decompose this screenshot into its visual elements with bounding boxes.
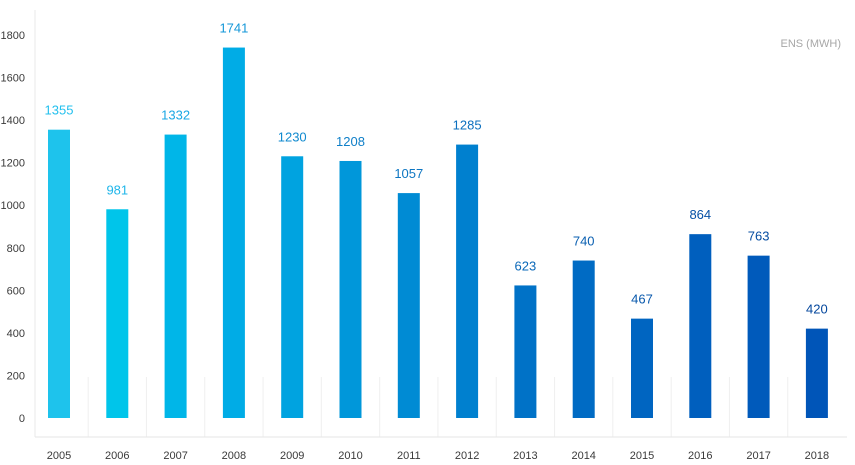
x-tick-label-2018: 2018 xyxy=(805,450,829,462)
value-label-2008: 1741 xyxy=(219,21,248,36)
value-label-2010: 1208 xyxy=(336,134,365,149)
value-labels: 1355 981 1332 1741 1230 1208 1057 1285 623 740 467… xyxy=(45,21,828,317)
bar-2018 xyxy=(805,328,828,418)
x-tick-label-2011: 2011 xyxy=(397,450,421,462)
bar-2010 xyxy=(339,160,362,418)
value-label-2016: 864 xyxy=(689,207,711,222)
value-label-2018: 420 xyxy=(806,302,828,317)
value-label-2006: 981 xyxy=(106,182,128,197)
bar-2007 xyxy=(164,134,187,418)
category-guides xyxy=(87,377,789,437)
value-label-2013: 623 xyxy=(515,258,537,273)
x-tick-label-2012: 2012 xyxy=(455,450,479,462)
y-tick-label: 0 xyxy=(19,413,25,425)
x-tick-label-2007: 2007 xyxy=(163,450,187,462)
x-tick-label-2005: 2005 xyxy=(47,450,71,462)
x-tick-label-2009: 2009 xyxy=(280,450,304,462)
value-label-2017: 763 xyxy=(748,229,770,244)
bar-2005 xyxy=(48,129,70,419)
value-label-2014: 740 xyxy=(573,234,595,249)
y-tick-label: 1400 xyxy=(1,115,25,127)
x-tick-label-2008: 2008 xyxy=(222,450,246,462)
y-tick-label: 1800 xyxy=(1,30,25,42)
x-tick-label-2013: 2013 xyxy=(513,450,537,462)
bar-2015 xyxy=(631,318,653,418)
y-axis: 0 200 400 600 800 1000 1200 1400 1600 1800 xyxy=(1,10,36,437)
y-tick-label: 200 xyxy=(7,370,25,382)
bar-series xyxy=(48,47,828,419)
y-tick-label: 800 xyxy=(7,243,25,255)
y-tick-label: 600 xyxy=(7,285,25,297)
bar-2011 xyxy=(397,193,420,418)
value-label-2015: 467 xyxy=(631,292,653,307)
bar-2008 xyxy=(222,47,245,418)
y-tick-label: 1000 xyxy=(1,200,25,212)
value-label-2005: 1355 xyxy=(45,103,74,118)
value-label-2009: 1230 xyxy=(278,129,307,144)
value-label-2011: 1057 xyxy=(394,166,423,181)
x-tick-label-2016: 2016 xyxy=(688,450,712,462)
bar-2009 xyxy=(281,156,304,419)
bar-2017 xyxy=(747,255,770,418)
bar-2006 xyxy=(106,209,129,418)
value-label-2012: 1285 xyxy=(453,118,482,133)
x-tick-label-2014: 2014 xyxy=(571,450,595,462)
x-tick-label-2010: 2010 xyxy=(338,450,362,462)
x-axis: 2005 2006 2007 2008 2009 2010 2011 2012 2013 2014… xyxy=(35,436,847,462)
y-tick-label: 400 xyxy=(7,328,25,340)
legend-label: ENS (MWH) xyxy=(781,38,842,50)
bar-2016 xyxy=(689,234,712,418)
bar-2013 xyxy=(514,285,537,418)
x-tick-label-2015: 2015 xyxy=(630,450,654,462)
y-tick-label: 1600 xyxy=(1,73,25,85)
value-label-2007: 1332 xyxy=(161,108,190,123)
bar-2012 xyxy=(456,144,479,418)
bar-2014 xyxy=(572,260,595,418)
x-tick-label-2017: 2017 xyxy=(746,450,770,462)
y-tick-label: 1200 xyxy=(1,158,25,170)
x-tick-label-2006: 2006 xyxy=(105,450,129,462)
